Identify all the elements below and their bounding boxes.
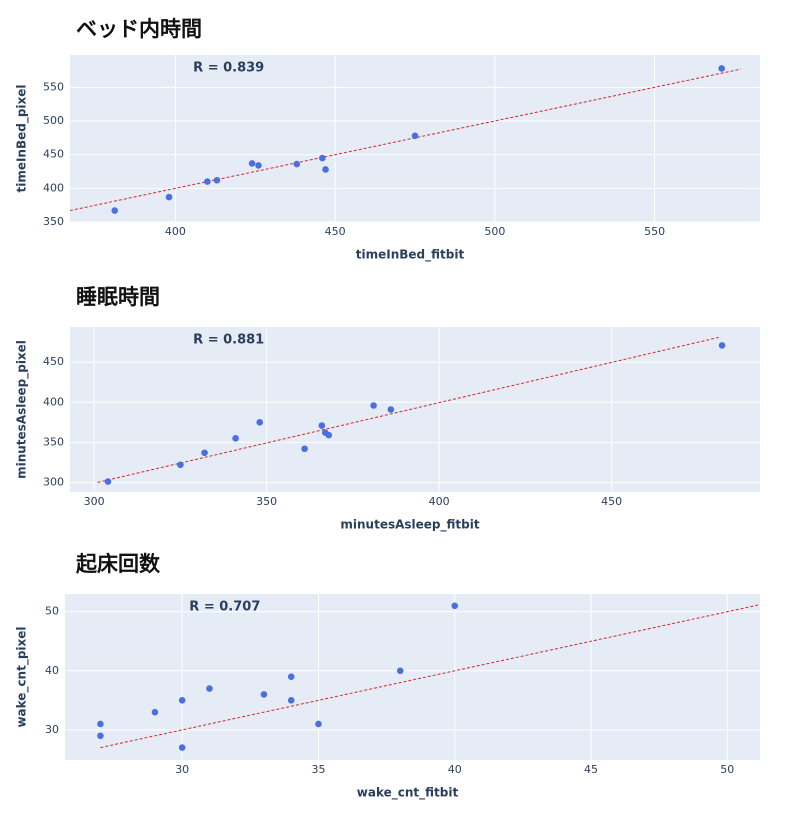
y-tick-label: 500 [43,114,64,127]
x-tick-label: 300 [84,495,105,508]
point [301,445,308,453]
point [370,402,377,409]
x-tick-label: 45 [584,763,598,776]
plot [97,602,760,751]
y-axis-title: minutesAsleep_pixel [15,340,30,479]
y-tick-label: 50 [45,605,59,618]
x-tick-label: 500 [484,225,505,238]
plot-area [70,327,760,492]
x-tick-label: 450 [601,495,622,508]
y-tick-label: 350 [43,215,64,228]
x-tick-label: 550 [644,225,665,238]
point [396,667,404,675]
point [256,419,264,426]
point [411,132,419,140]
point [104,478,112,485]
point [204,178,211,185]
x-axis-title: minutesAsleep_fitbit [340,518,479,533]
chart-title: 睡眠時間 [76,285,160,309]
y-axis-title: timeInBed_pixel [15,84,30,192]
y-tick-label: 450 [43,148,64,161]
point [232,435,239,442]
x-tick-label: 400 [429,495,450,508]
point [151,708,159,716]
point [287,673,295,681]
y-tick-label: 300 [43,475,64,488]
point [260,691,268,698]
y-tick-label: 30 [45,723,59,736]
y-tick-label: 450 [43,355,64,368]
x-axis-title: timeInBed_fitbit [356,248,465,263]
x-tick-label: 50 [720,763,734,776]
y-tick-label: 550 [43,80,64,93]
y-tick-label: 400 [43,395,64,408]
point [213,176,221,184]
x-tick-label: 350 [256,495,277,508]
point [97,720,104,728]
point [248,160,256,167]
point [718,65,725,72]
point [718,342,726,349]
point [97,732,104,740]
annotation: R = 0.707 [189,600,260,615]
x-tick-label: 30 [175,763,189,776]
x-tick-label: 400 [165,225,186,238]
x-tick-label: 35 [311,763,325,776]
plot-area [65,594,760,760]
x-axis-title: wake_cnt_fitbit [357,786,459,801]
point [206,685,213,692]
point [315,720,322,728]
point [319,154,326,162]
chart-title: 起床回数 [75,552,161,576]
point [325,431,333,439]
x-tick-label: 40 [448,763,462,776]
point [201,449,208,457]
point [318,422,326,429]
annotation: R = 0.881 [193,333,264,348]
point [451,602,459,610]
plot [97,336,726,485]
y-tick-label: 400 [43,181,64,194]
point [178,697,186,704]
y-tick-label: 350 [43,435,64,448]
point [322,166,329,173]
point [387,406,395,413]
y-axis-title: wake_cnt_pixel [15,626,30,727]
chart-title: ベッド内時間 [76,17,202,41]
trend-line [97,336,719,483]
y-tick-label: 40 [45,664,59,677]
point [287,697,295,704]
point [255,162,262,169]
point [177,461,184,469]
point [111,207,119,214]
point [165,193,173,201]
trend-line [100,604,760,749]
plot [70,65,741,214]
x-tick-label: 450 [325,225,346,238]
trend-line [70,68,741,212]
annotation: R = 0.839 [193,61,264,76]
point [178,744,186,751]
point [293,160,301,168]
